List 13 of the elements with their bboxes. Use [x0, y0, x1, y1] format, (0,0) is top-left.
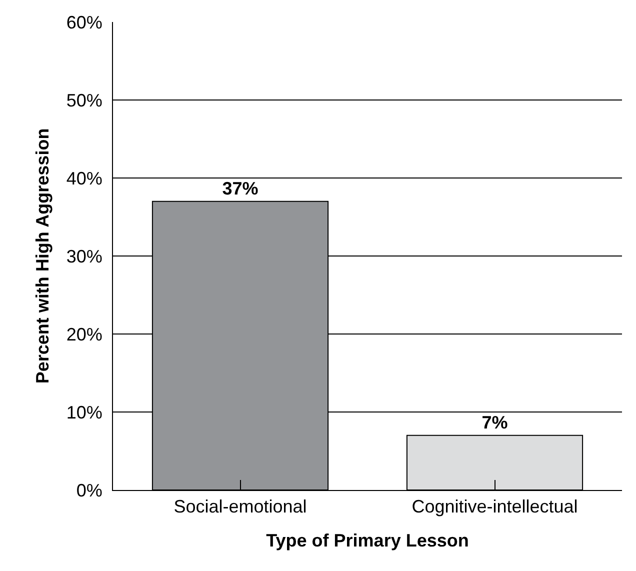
y-tick-label: 10% [66, 402, 102, 422]
y-tick-label: 40% [66, 168, 102, 188]
x-axis-title: Type of Primary Lesson [266, 530, 469, 551]
data-label: 7% [482, 412, 508, 432]
y-tick-label: 30% [66, 246, 102, 266]
y-axis-title: Percent with High Aggression [32, 128, 53, 384]
y-tick-label: 20% [66, 324, 102, 344]
y-tick-label: 0% [76, 480, 102, 500]
y-tick-label: 50% [66, 90, 102, 110]
y-tick-label: 60% [66, 12, 102, 32]
x-tick-label: Social-emotional [174, 496, 307, 517]
data-label: 37% [222, 178, 258, 198]
x-tick-label: Cognitive-intellectual [412, 496, 578, 517]
